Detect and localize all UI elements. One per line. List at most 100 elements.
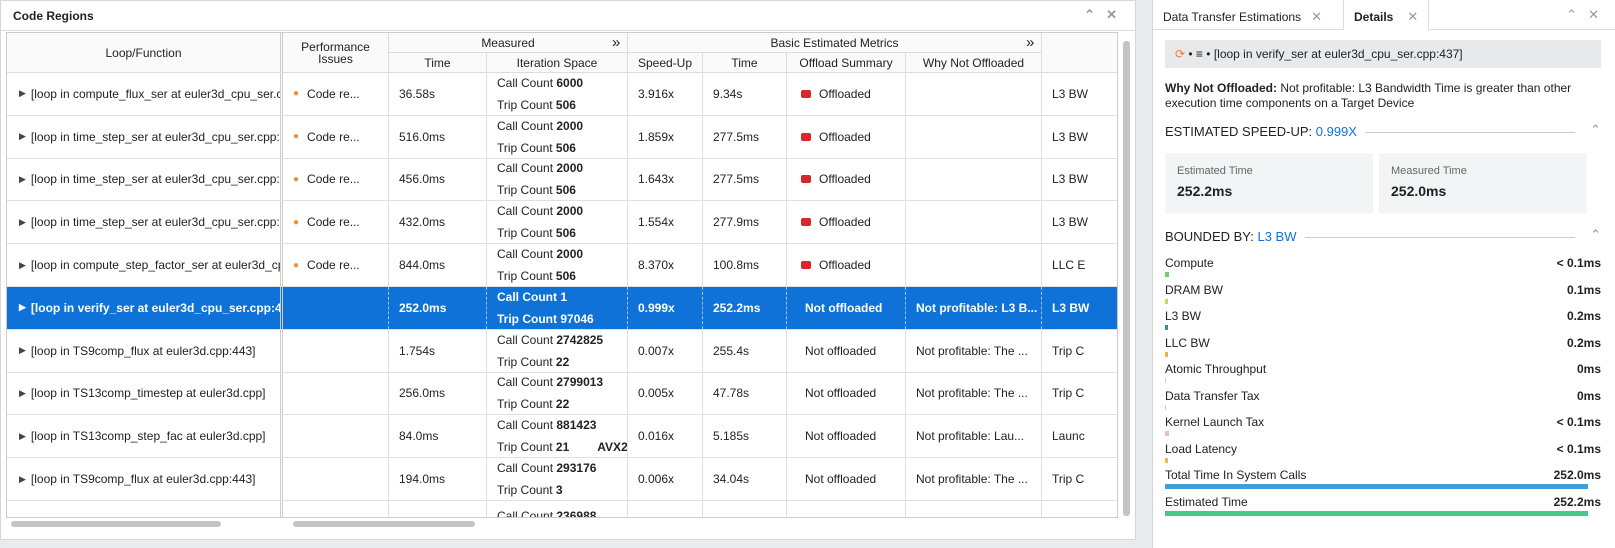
iteration-line: Call Count 2799013 (497, 375, 603, 389)
table-row[interactable]: ▶ [loop in compute_step_factor_ser at eul… (7, 244, 1117, 287)
table-row[interactable]: ▶ [loop in time_step_ser at euler3d_cpu_s… (7, 158, 1117, 202)
expand-arrow[interactable]: ▶ (19, 473, 26, 484)
cell (703, 501, 787, 517)
expand-arrow[interactable]: ▶ (19, 259, 26, 270)
issue-icon: ● (293, 131, 300, 143)
cell: 84.0ms (389, 415, 487, 458)
tab-label: Data Transfer Estimations (1163, 10, 1302, 24)
expand-arrow[interactable]: ▶ (19, 131, 26, 142)
icon: ⟳ (1175, 47, 1186, 61)
h-scrollbar[interactable] (293, 521, 475, 527)
cell: 1.859x (628, 115, 703, 158)
offload-summary: Not offloaded (805, 343, 877, 358)
expand-icon[interactable]: » (612, 34, 621, 51)
cell: 47.78s (703, 372, 787, 415)
expand-arrow[interactable]: ▶ (19, 430, 26, 441)
metric-value: 0ms (1576, 362, 1601, 376)
section-value: 0.999X (1315, 124, 1357, 139)
time: 516.0ms (399, 129, 446, 144)
value: 3 (555, 483, 563, 498)
cell: 194.0ms (389, 458, 487, 500)
v-scrollbar[interactable] (1123, 41, 1130, 516)
time: 36.58s (399, 86, 436, 101)
cell (283, 287, 389, 329)
table-row[interactable]: ▶ [loop in TS9comp_flux at euler3d.cpp:44… (7, 458, 1117, 501)
why-block: Why Not Offloaded: Not profitable: L3 Ba… (1165, 81, 1595, 111)
cell: Not offloaded (787, 287, 906, 329)
metric-card: Measured Time 252.0ms (1379, 153, 1587, 213)
h-scrollbar[interactable] (11, 521, 221, 527)
cell: Call Count 2000 Trip Count 506 (487, 201, 628, 244)
expand-arrow[interactable]: ▶ (19, 173, 26, 184)
time: 844.0ms (399, 258, 446, 273)
cell: ▶ [loop in TS9comp_flux at euler3d.cpp:44… (7, 329, 283, 372)
iteration-line: Trip Count 506 (497, 183, 576, 197)
column-header (1042, 33, 1117, 73)
iteration-line: Call Count 2000 (497, 119, 583, 133)
why-not: Not profitable: The ... (916, 343, 1028, 358)
metric-value: 252.0ms (1553, 468, 1601, 482)
metric-row: DRAM BW 0.1ms (1165, 283, 1601, 310)
close-button[interactable]: ✕ (1588, 7, 1599, 22)
section-header[interactable]: BOUNDED BY: L3 BW ⌃ (1165, 227, 1601, 244)
cell (283, 458, 389, 500)
iteration-line: Call Count 881423 (497, 418, 596, 432)
time: 1.754s (399, 343, 436, 358)
offload-icon (801, 132, 811, 141)
table-row[interactable]: ▶ [loop in TS13comp_step_fac at euler3d.c… (7, 415, 1117, 459)
cell: Not profitable: The ... (906, 458, 1042, 500)
table-row[interactable]: Call Count 236988 (7, 501, 1117, 517)
label: Call Count (497, 161, 554, 176)
expand-arrow[interactable]: ▶ (19, 387, 26, 398)
loop-name: [loop in time_step_ser at euler3d_cpu_se… (30, 129, 283, 144)
table-row[interactable]: ▶ [loop in verify_ser at euler3d_cpu_ser.… (7, 287, 1117, 330)
table-row[interactable]: ▶ [loop in TS9comp_flux at euler3d.cpp:44… (7, 329, 1117, 373)
expand-arrow[interactable]: ▶ (19, 345, 26, 356)
offload-summary: Offloaded (819, 258, 871, 273)
value: 2000 (556, 161, 584, 176)
iteration-line: Call Count 6000 (497, 76, 583, 90)
metric-name: L3 BW (1165, 309, 1202, 323)
label: Trip Count (497, 269, 553, 284)
table-row[interactable]: ▶ [loop in TS13comp_timestep at euler3d.c… (7, 372, 1117, 416)
expand-icon[interactable]: » (1026, 34, 1035, 51)
cell (283, 501, 389, 517)
issue-icon: ● (293, 216, 300, 228)
value: 1 (560, 289, 568, 304)
collapse-button[interactable]: ⌃ (1566, 7, 1577, 22)
table-row[interactable]: ▶ [loop in time_step_ser at euler3d_cpu_s… (7, 201, 1117, 245)
cell: ▶ [loop in TS9comp_flux at euler3d.cpp:44… (7, 458, 283, 500)
collapse-button[interactable]: ⌃ (1084, 7, 1095, 22)
metric-value: 0.2ms (1566, 309, 1601, 323)
tab-active[interactable]: Details ✕ (1343, 0, 1430, 30)
time: 432.0ms (399, 215, 446, 230)
cell: 256.0ms (389, 372, 487, 415)
cell: ▶ [loop in compute_flux_ser at euler3d_cp… (7, 73, 283, 115)
offload-icon (801, 89, 811, 98)
expand-arrow[interactable]: ▶ (19, 216, 26, 227)
table-row[interactable]: ▶ [loop in time_step_ser at euler3d_cpu_s… (7, 115, 1117, 159)
iteration-line: Trip Count 22 (497, 397, 569, 411)
iteration-line: Trip Count 97046 (497, 312, 594, 326)
loop-name: [loop in TS9comp_flux at euler3d.cpp:443… (30, 472, 256, 487)
expand-arrow[interactable]: ▶ (19, 88, 26, 99)
offload-summary: Offloaded (819, 129, 871, 144)
value: 506 (555, 183, 576, 198)
tab[interactable]: Data Transfer Estimations ✕ (1163, 9, 1322, 24)
offload-summary: Not offloaded (805, 429, 877, 444)
cell: Not offloaded (787, 415, 906, 458)
extra: Trip C (1052, 343, 1085, 358)
est-time: 5.185s (713, 429, 750, 444)
cell: 277.9ms (703, 201, 787, 244)
issue-icon: ● (293, 259, 300, 271)
table-row[interactable]: ▶ [loop in compute_flux_ser at euler3d_cp… (7, 73, 1117, 116)
close-button[interactable]: ✕ (1106, 7, 1117, 22)
cell: ● Code re... (283, 73, 389, 115)
metric-bar (1165, 351, 1168, 357)
iteration-line: Trip Count 506 (497, 269, 576, 283)
cell (283, 372, 389, 415)
metric-name: DRAM BW (1165, 282, 1223, 297)
expand-arrow[interactable]: ▶ (19, 302, 26, 313)
section-header[interactable]: ESTIMATED SPEED-UP: 0.999X ⌃ (1165, 122, 1601, 139)
